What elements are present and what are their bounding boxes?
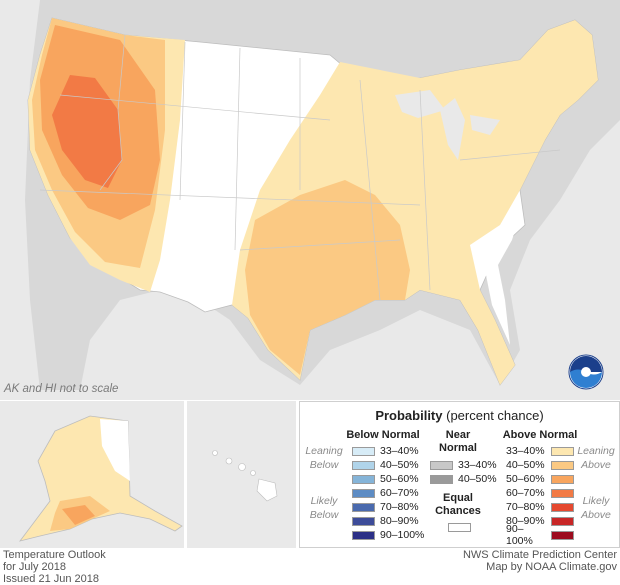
legend-swatch	[352, 502, 375, 512]
legend-above-row: 80–90%	[506, 514, 579, 528]
legend-below-row: 80–90%	[352, 514, 419, 528]
legend-above-row: 50–60%	[506, 472, 579, 486]
legend-swatch	[551, 516, 574, 526]
footer-credits: NWS Climate Prediction Center Map by NOA…	[462, 549, 617, 573]
legend-above-row: 70–80%	[506, 500, 579, 514]
likely-below-label: Likely Below	[309, 495, 339, 521]
legend-below-row: 50–60%	[352, 472, 419, 486]
legend-title: Probability (percent chance)	[375, 408, 544, 423]
equal-chances-heading: Equal Chances	[435, 492, 481, 517]
hawaii-inset	[187, 401, 296, 548]
hawaii-map	[212, 450, 278, 502]
legend-swatch	[551, 446, 574, 456]
leaning-below-label: Leaning Below	[305, 445, 343, 471]
leaning-above-label: Leaning Above	[577, 445, 615, 471]
legend-above-row: 90–100%	[506, 523, 579, 547]
legend-below-row: 70–80%	[352, 500, 419, 514]
legend-swatch	[352, 516, 375, 526]
alaska-inset	[0, 401, 184, 548]
legend-below-row: 40–50%	[352, 458, 419, 472]
probability-legend: Probability (percent chance) Below Norma…	[299, 401, 620, 548]
footer-outlook-info: Temperature Outlook for July 2018 Issued…	[3, 549, 106, 585]
legend-swatch	[430, 474, 453, 484]
alaska-map	[19, 415, 183, 542]
legend-above-row: 60–70%	[506, 486, 579, 500]
likely-above-label: Likely Above	[581, 495, 611, 521]
below-normal-heading: Below Normal	[346, 429, 420, 441]
legend-swatch	[352, 474, 375, 484]
legend-swatch	[551, 530, 574, 540]
legend-swatch	[551, 474, 574, 484]
near-normal-heading: Near Normal	[439, 429, 477, 454]
legend-swatch	[352, 488, 375, 498]
equal-chances-swatch	[448, 523, 471, 532]
legend-swatch	[352, 530, 375, 540]
legend-below-row: 90–100%	[352, 528, 424, 542]
legend-below-row: 60–70%	[352, 486, 419, 500]
scale-note: AK and HI not to scale	[4, 383, 119, 395]
conus-map-graphic	[25, 0, 620, 390]
legend-swatch	[352, 460, 375, 470]
legend-swatch	[352, 446, 375, 456]
legend-swatch	[551, 460, 574, 470]
noaa-logo	[568, 354, 604, 390]
legend-swatch	[430, 460, 453, 470]
legend-above-row: 40–50%	[506, 458, 579, 472]
legend-below-row: 33–40%	[352, 444, 419, 458]
legend-near-row: 33–40%	[430, 458, 497, 472]
conus-map	[0, 0, 620, 400]
above-normal-heading: Above Normal	[502, 429, 578, 441]
legend-swatch	[551, 488, 574, 498]
legend-near-row: 40–50%	[430, 472, 497, 486]
legend-above-row: 33–40%	[506, 444, 579, 458]
legend-swatch	[551, 502, 574, 512]
